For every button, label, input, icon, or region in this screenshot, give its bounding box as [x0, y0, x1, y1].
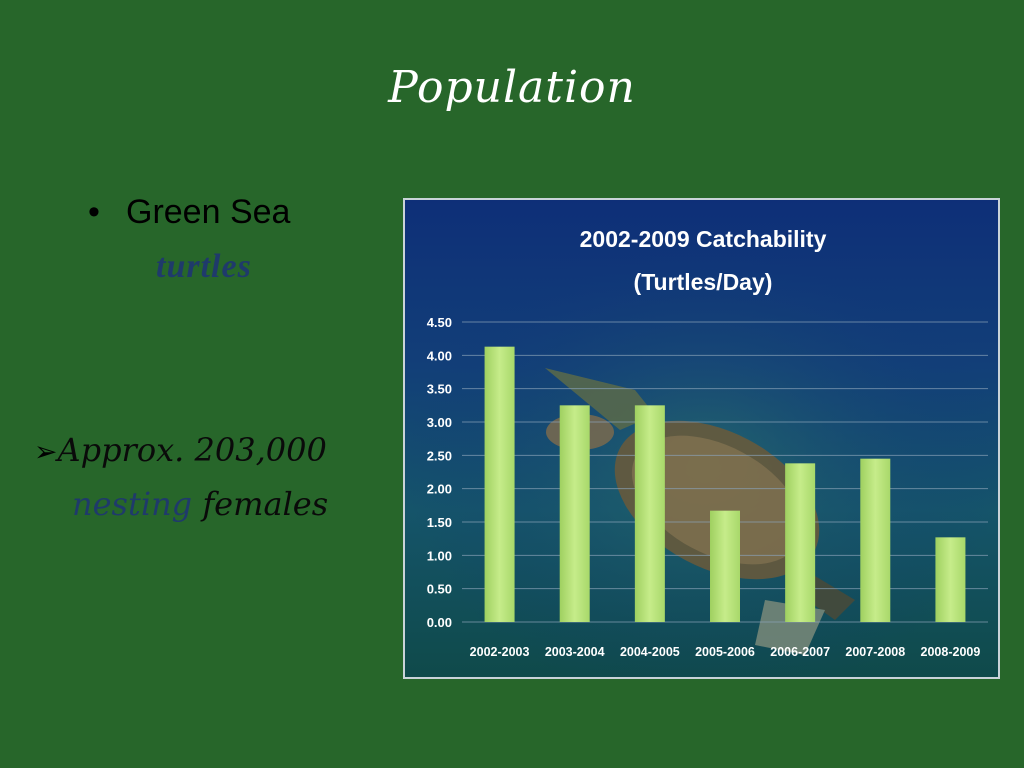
y-tick-label: 2.50 — [427, 448, 452, 463]
x-tick-label: 2003-2004 — [545, 645, 605, 659]
bar-2002-2003 — [484, 346, 515, 622]
bar-2006-2007 — [785, 463, 816, 622]
y-tick-label: 0.00 — [427, 615, 452, 630]
x-tick-label: 2006-2007 — [770, 645, 830, 659]
x-tick-label: 2004-2005 — [620, 645, 680, 659]
turtle-illustration — [545, 368, 855, 655]
bullet-dot: • — [88, 193, 100, 231]
x-tick-label: 2008-2009 — [921, 645, 981, 659]
chart-bars — [484, 346, 966, 622]
chart-subtitle: (Turtles/Day) — [634, 269, 773, 295]
y-tick-label: 2.00 — [427, 482, 452, 497]
x-tick-label: 2002-2003 — [470, 645, 530, 659]
y-tick-label: 4.50 — [427, 315, 452, 330]
x-tick-label: 2007-2008 — [845, 645, 905, 659]
slide-title: Population — [388, 62, 636, 113]
species-line2: turtles — [156, 248, 252, 285]
species-line1: Green Sea — [126, 193, 291, 231]
y-tick-label: 1.00 — [427, 548, 452, 563]
bar-2007-2008 — [860, 458, 891, 622]
arrow-bullet-icon: ➢ — [34, 435, 58, 468]
y-tick-label: 3.50 — [427, 382, 452, 397]
chart-title: 2002-2009 Catchability — [580, 226, 827, 252]
x-axis-ticks: 2002-2003 2003-2004 2004-2005 2005-2006 2006… — [470, 645, 981, 659]
count-text: Approx. 203,000 — [57, 431, 327, 469]
species-bullet: • Green Sea — [88, 192, 290, 232]
y-tick-label: 3.00 — [427, 415, 452, 430]
bar-2003-2004 — [559, 405, 590, 622]
y-tick-label: 1.50 — [427, 515, 452, 530]
chart-gridlines — [462, 321, 988, 623]
bar-2004-2005 — [634, 405, 665, 622]
y-tick-label: 0.50 — [427, 582, 452, 597]
y-axis-ticks: 0.00 0.50 1.00 1.50 2.00 2.50 3.00 3.50 4.00 4.50 — [427, 315, 452, 630]
count-accent: nesting — [72, 485, 193, 523]
bar-2008-2009 — [935, 537, 966, 622]
x-tick-label: 2005-2006 — [695, 645, 755, 659]
population-bullet: ➢Approx. 203,000 nesting females — [34, 424, 328, 530]
catchability-chart: 0.00 0.50 1.00 1.50 2.00 2.50 3.00 3.50 4.00 4.50… — [403, 198, 1000, 679]
count-rest: females — [202, 485, 329, 523]
chart-svg: 0.00 0.50 1.00 1.50 2.00 2.50 3.00 3.50 4.00 4.50… — [405, 200, 998, 677]
bar-2005-2006 — [710, 510, 740, 622]
y-tick-label: 4.00 — [427, 348, 452, 363]
